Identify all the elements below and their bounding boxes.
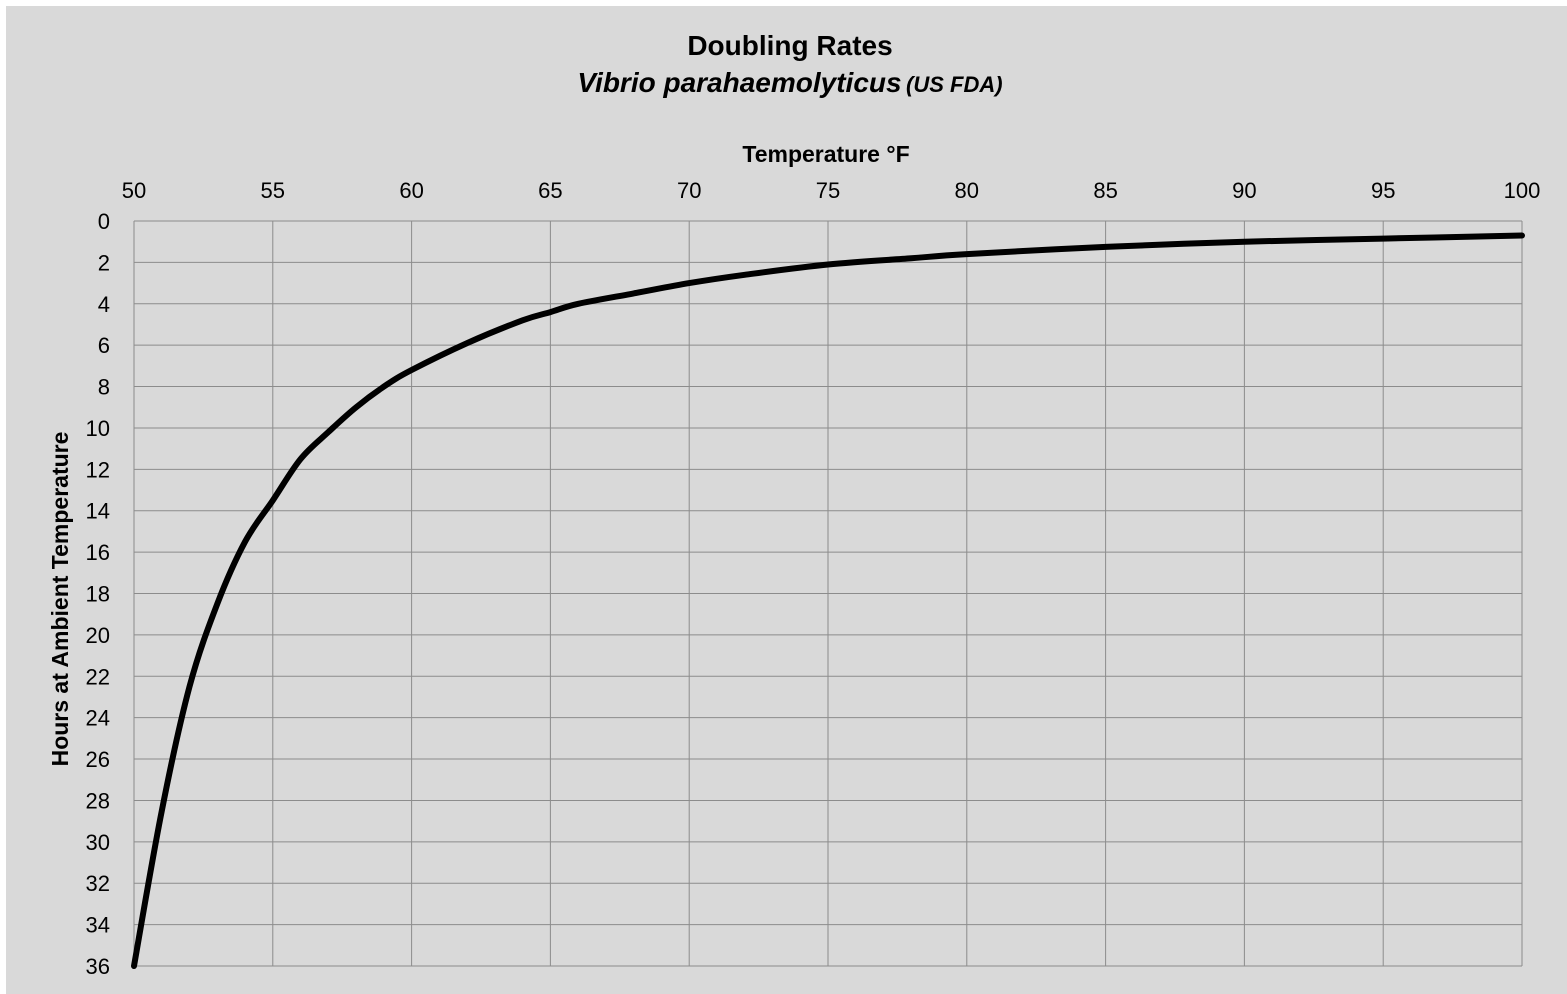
y-tick-label: 24 [86, 706, 110, 731]
subtitle-source: (US FDA) [906, 72, 1003, 97]
y-tick-label: 12 [86, 457, 110, 482]
y-axis-title: Hours at Ambient Temperature [47, 432, 73, 767]
y-tick-label: 8 [98, 375, 110, 400]
y-tick-label: 14 [86, 499, 110, 524]
y-tick-label: 20 [86, 623, 110, 648]
y-tick-label: 16 [86, 540, 110, 565]
y-tick-label: 36 [86, 954, 110, 979]
y-tick-label: 0 [98, 209, 110, 234]
grid [133, 220, 1523, 967]
x-tick-label: 55 [261, 178, 285, 203]
y-tick-label: 4 [98, 292, 110, 317]
y-tick-label: 30 [86, 830, 110, 855]
y-tick-label: 6 [98, 333, 110, 358]
x-tick-label: 90 [1232, 178, 1256, 203]
x-axis-title: Temperature °F [742, 141, 909, 167]
x-tick-label: 85 [1093, 178, 1117, 203]
x-tick-label: 80 [955, 178, 979, 203]
x-tick-label: 100 [1504, 178, 1541, 203]
x-tick-label: 75 [816, 178, 840, 203]
x-tick-label: 50 [122, 178, 146, 203]
y-tick-label: 28 [86, 788, 110, 813]
chart-frame: Doubling Rates Vibrio parahaemolyticus (… [6, 6, 1567, 994]
y-tick-label: 2 [98, 250, 110, 275]
chart-subtitle: Vibrio parahaemolyticus (US FDA) [577, 67, 1002, 98]
y-tick-label: 22 [86, 664, 110, 689]
x-tick-label: 70 [677, 178, 701, 203]
x-tick-label: 95 [1371, 178, 1395, 203]
y-tick-label: 18 [86, 582, 110, 607]
y-tick-label: 10 [86, 416, 110, 441]
subtitle-species: Vibrio parahaemolyticus [577, 67, 901, 98]
y-tick-label: 26 [86, 747, 110, 772]
x-tick-labels: 50 55 60 65 70 75 80 85 90 95 100 [122, 178, 1541, 203]
x-tick-label: 65 [538, 178, 562, 203]
doubling-rate-curve [131, 232, 1525, 969]
x-tick-label: 60 [399, 178, 423, 203]
y-tick-label: 32 [86, 871, 110, 896]
chart-title: Doubling Rates [687, 30, 892, 61]
y-tick-label: 34 [86, 913, 110, 938]
doubling-rate-chart: Doubling Rates Vibrio parahaemolyticus (… [47, 30, 1541, 979]
